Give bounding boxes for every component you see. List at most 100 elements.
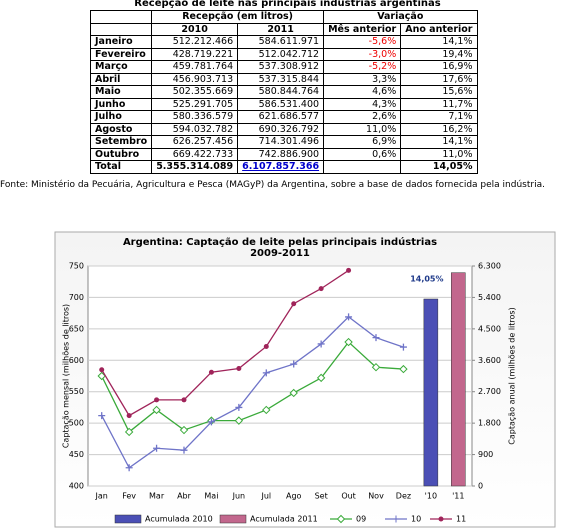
legend-label: 09 <box>356 515 366 524</box>
table: Recepção (em litros) Variação 2010 2011 Mês… <box>89 10 478 174</box>
y2-tick-label: 6.300 <box>478 262 501 271</box>
marker <box>179 425 189 435</box>
cell: 5.355.314.089 <box>151 160 239 174</box>
marker <box>207 418 215 426</box>
row: Maio 502.355.669 580.844.764 4,6% 15,6% <box>89 85 478 99</box>
marker <box>344 337 353 347</box>
x-tick-label: Set <box>315 492 328 501</box>
x-tick-label: Abr <box>177 492 192 501</box>
y2-tick-label: 5.400 <box>478 293 501 302</box>
annotation: 14,05% <box>410 275 443 284</box>
y2-tick-label: 4.500 <box>478 324 501 333</box>
marker <box>399 343 407 351</box>
marker <box>317 340 325 348</box>
source: Fonte: Ministério da Pecuária, Agricultu… <box>0 180 545 190</box>
x-tick-label: Fev <box>122 492 136 501</box>
bar <box>423 298 439 487</box>
y2-tick-label: 2.700 <box>478 387 501 396</box>
marker <box>154 397 160 403</box>
x-tick-label: '11 <box>452 492 464 501</box>
y-tick-label: 650 <box>69 324 84 333</box>
marker <box>98 412 106 420</box>
x-tick-label: Jun <box>232 492 246 501</box>
x-tick-label: Jul <box>260 492 271 501</box>
y-tick-label: 550 <box>69 387 84 396</box>
total-row: Total 5.355.314.089 6.107.857.366 14,05% <box>89 160 478 174</box>
legend-swatch <box>219 514 247 524</box>
marker <box>152 405 161 415</box>
marker <box>181 397 187 403</box>
marker <box>289 388 298 398</box>
marker <box>124 427 134 437</box>
y-tick-label: 750 <box>69 262 84 271</box>
row: Março 459.781.764 537.308.912 -5,2% 16,9% <box>89 60 478 74</box>
marker <box>126 413 132 419</box>
row: Setembro 626.257.456 714.301.496 6,9% 14,1% <box>89 135 478 149</box>
y-tick-label: 600 <box>69 356 84 365</box>
chart-subtitle: 2009-2011 <box>250 248 310 259</box>
bar <box>451 272 466 487</box>
row: Julho 580.336.579 621.686.577 2,6% 7,1% <box>89 110 478 124</box>
line <box>101 269 349 417</box>
x-tick-label: Out <box>341 492 356 501</box>
marker <box>371 362 381 372</box>
marker <box>263 343 269 349</box>
x-tick-label: Nov <box>368 492 384 501</box>
row: Junho 525.291.705 586.531.400 4,3% 11,7% <box>89 97 478 111</box>
marker <box>236 365 242 371</box>
marker <box>208 369 214 375</box>
y-tick-label: 500 <box>69 419 84 428</box>
legend-label: Acumulada 2011 <box>250 515 318 524</box>
x-tick-label: Jan <box>95 492 108 501</box>
y2-tick-label: 1.800 <box>478 419 501 428</box>
marker <box>316 373 326 383</box>
x-tick-label: Dez <box>396 492 411 501</box>
marker <box>372 334 380 342</box>
legend-label: 10 <box>411 515 421 524</box>
row: Outubro 669.422.733 742.886.900 0,6% 11,0% <box>89 147 478 161</box>
row: Abril 456.903.713 537.315.844 3,3% 17,6% <box>89 72 478 86</box>
x-tick-label: Mai <box>204 492 218 501</box>
cell: 6.107.857.366 <box>237 160 325 174</box>
legend-marker <box>438 516 444 522</box>
line <box>101 316 404 469</box>
marker <box>99 367 105 373</box>
y2-tick-label: 3.600 <box>478 356 501 365</box>
marker <box>234 416 244 425</box>
x-tick-label: Mar <box>149 492 165 501</box>
cell: 14,05% <box>400 160 478 174</box>
marker <box>180 446 188 454</box>
marker <box>291 301 297 307</box>
x-tick-label: Ago <box>286 492 302 501</box>
line <box>101 341 404 433</box>
y-tick-label: 700 <box>69 293 84 302</box>
legend-marker <box>336 514 346 524</box>
marker <box>345 313 353 321</box>
y2-tick-label: 0 <box>478 482 483 491</box>
y-axis-label: Captação mensal (milhões de litros) <box>62 304 71 448</box>
marker <box>235 403 243 411</box>
marker <box>318 286 324 292</box>
marker <box>399 364 408 374</box>
marker <box>153 444 161 452</box>
x-tick-label: '10 <box>425 492 437 501</box>
y2-tick-label: 900 <box>478 450 493 459</box>
legend-marker <box>392 515 400 523</box>
plot-area <box>87 265 473 487</box>
y-tick-label: 450 <box>69 450 84 459</box>
chart-title: Argentina: Captação de leite pelas princ… <box>123 236 437 248</box>
cell: Total <box>89 160 153 174</box>
y-tick-label: 400 <box>69 482 84 491</box>
legend-label: Acumulada 2010 <box>145 515 213 524</box>
marker <box>125 464 133 472</box>
legend-label: 11 <box>456 515 466 524</box>
table-title: Recepção de leite nas principais indústr… <box>134 0 441 9</box>
marker <box>346 267 352 273</box>
marker <box>262 405 271 415</box>
marker <box>290 360 298 368</box>
legend-swatch <box>114 514 142 524</box>
y2-axis-label: Captação anual (milhões de litros) <box>508 307 517 444</box>
marker <box>262 369 270 377</box>
